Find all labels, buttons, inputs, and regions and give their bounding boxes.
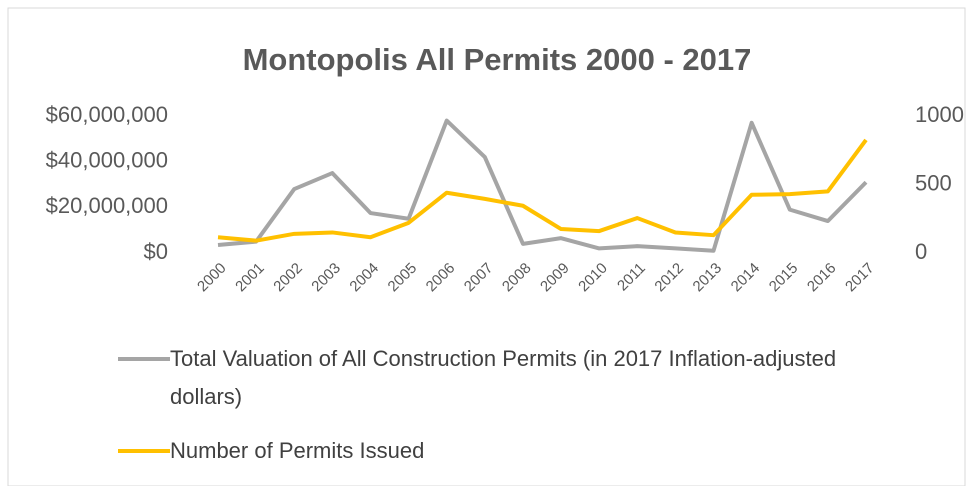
- x-tick-label: 2005: [385, 260, 421, 296]
- x-tick-label: 2007: [461, 260, 497, 296]
- y-tick-label: $20,000,000: [46, 193, 168, 218]
- x-tick-label: 2004: [346, 260, 382, 296]
- series-line: [217, 138, 868, 243]
- legend-swatch: [118, 449, 170, 453]
- legend-swatch: [118, 357, 170, 361]
- chart-title: Montopolis All Permits 2000 - 2017: [243, 42, 752, 77]
- y2-tick-label: 500: [915, 170, 952, 195]
- y2-tick-label: 0: [915, 239, 927, 264]
- y-tick-label: $60,000,000: [46, 102, 168, 127]
- x-tick-label: 2012: [651, 260, 687, 296]
- x-tick-label: 2011: [614, 260, 649, 295]
- x-tick-label: 2003: [308, 260, 344, 296]
- x-tick-label: 2006: [423, 260, 459, 296]
- x-tick-label: 2013: [690, 260, 726, 296]
- legend-item: Number of Permits Issued: [118, 432, 898, 470]
- legend-label: Total Valuation of All Construction Perm…: [170, 346, 837, 409]
- x-tick-label: 2000: [194, 260, 230, 296]
- x-tick-label: 2014: [728, 260, 764, 296]
- legend-item: Total Valuation of All Construction Perm…: [118, 340, 898, 416]
- x-tick-label: 2001: [232, 260, 268, 296]
- legend-label: Number of Permits Issued: [170, 438, 425, 463]
- x-tick-label: 2017: [842, 260, 878, 296]
- y-tick-label: $0: [144, 239, 168, 264]
- legend: Total Valuation of All Construction Perm…: [118, 340, 898, 486]
- x-tick-label: 2002: [270, 260, 306, 296]
- x-tick-label: 2009: [537, 260, 573, 296]
- x-tick-label: 2015: [766, 260, 802, 296]
- y-tick-label: $40,000,000: [46, 147, 168, 172]
- chart-border: [7, 7, 966, 486]
- y2-tick-label: 1000: [915, 102, 964, 127]
- x-tick-label: 2016: [804, 260, 840, 296]
- x-tick-label: 2008: [499, 260, 535, 296]
- x-tick-label: 2010: [575, 260, 611, 296]
- series-line: [217, 118, 868, 253]
